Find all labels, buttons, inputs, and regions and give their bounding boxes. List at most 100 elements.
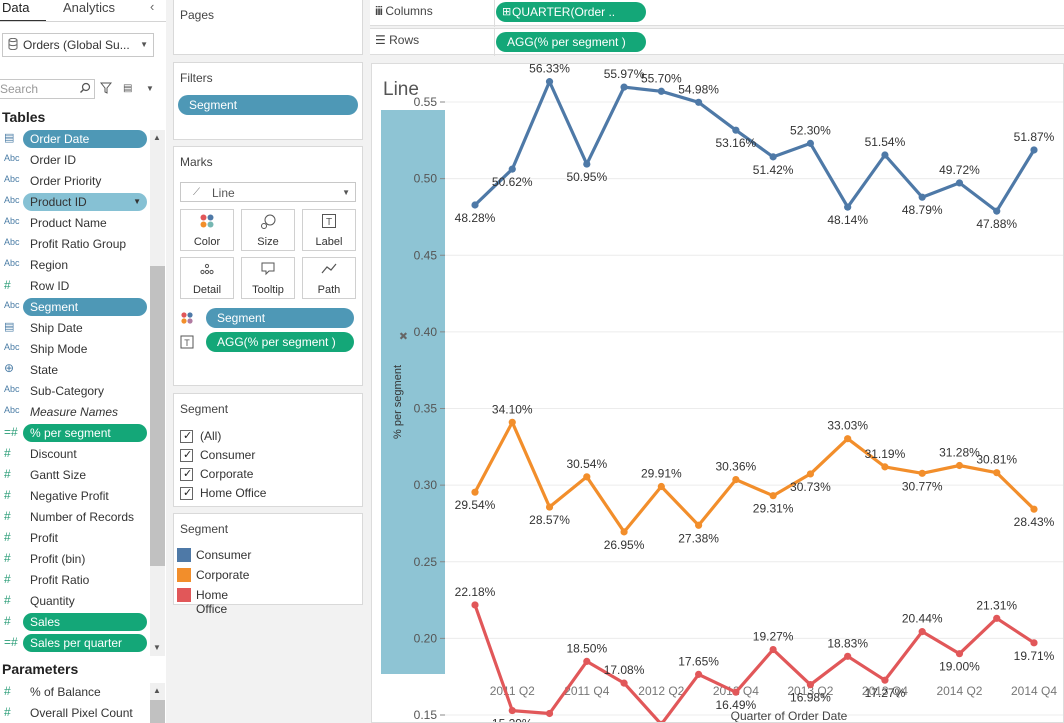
label-button[interactable]: T Label — [302, 209, 356, 251]
data-point[interactable] — [769, 645, 777, 654]
field-pill[interactable]: Sales — [23, 613, 147, 631]
checkbox[interactable]: ✓ — [180, 430, 193, 443]
datasource-select[interactable]: Orders (Global Su... ▼ — [2, 33, 154, 57]
data-point[interactable] — [657, 87, 665, 95]
field-item[interactable]: Abc Order Priority — [0, 171, 148, 191]
data-point[interactable] — [1030, 639, 1038, 647]
field-item[interactable]: Abc Measure Names — [0, 402, 148, 422]
data-point[interactable] — [993, 469, 1001, 477]
field-item[interactable]: # Negative Profit — [0, 486, 148, 506]
filter-icon[interactable] — [100, 82, 112, 94]
data-point[interactable] — [620, 83, 628, 91]
data-point[interactable] — [993, 207, 1001, 215]
data-point[interactable] — [695, 670, 703, 678]
field-search-input[interactable]: Search — [0, 79, 95, 99]
data-point[interactable] — [732, 126, 740, 134]
data-point[interactable] — [806, 139, 814, 147]
data-point[interactable] — [769, 492, 777, 500]
field-pill[interactable]: Sales per quarter — [23, 634, 147, 652]
field-item[interactable]: Abc Ship Mode — [0, 339, 148, 359]
field-item[interactable]: # Gantt Size — [0, 465, 148, 485]
field-item[interactable]: # % of Balance — [0, 682, 148, 702]
collapse-pane-icon[interactable]: ‹ — [150, 0, 155, 14]
field-pill[interactable]: Product ID ▼ — [23, 193, 147, 211]
pages-card[interactable]: Pages — [173, 0, 363, 55]
chevron-down-icon[interactable]: ▼ — [146, 84, 154, 93]
field-item[interactable]: ▤ Order Date — [0, 129, 148, 149]
data-point[interactable] — [695, 98, 703, 106]
data-point[interactable] — [620, 679, 628, 687]
scroll-up-icon[interactable]: ▲ — [153, 133, 161, 142]
data-point[interactable] — [545, 78, 554, 86]
data-point[interactable] — [844, 652, 852, 660]
size-button[interactable]: Size — [241, 209, 295, 251]
filters-card[interactable]: Filters Segment — [173, 62, 363, 140]
field-item[interactable]: Abc Profit Ratio Group — [0, 234, 148, 254]
data-point[interactable] — [471, 601, 479, 609]
filter-pill-segment[interactable]: Segment — [178, 95, 358, 115]
mark-type-select[interactable]: ⟋ Line ▼ — [180, 182, 356, 202]
field-item[interactable]: # Overall Pixel Count — [0, 703, 148, 723]
checkbox[interactable]: ✓ — [180, 449, 193, 462]
data-point[interactable] — [993, 614, 1001, 622]
field-item[interactable]: =# % per segment — [0, 423, 148, 443]
data-point[interactable] — [1030, 146, 1038, 154]
data-point[interactable] — [918, 469, 926, 477]
data-point[interactable] — [881, 463, 889, 471]
data-point[interactable] — [955, 179, 964, 187]
data-point[interactable] — [732, 476, 740, 484]
tab-data[interactable]: Data — [0, 0, 46, 22]
data-point[interactable] — [583, 657, 591, 665]
line-chart[interactable]: 0.15 0.20 0.25 0.30 0.35 0.40 0.45 0.50 0.55 % pe… — [372, 64, 1063, 722]
field-item[interactable]: Abc Region — [0, 255, 148, 275]
data-point[interactable] — [508, 165, 516, 173]
checkbox[interactable]: ✓ — [180, 487, 193, 500]
field-item[interactable]: ▤ Ship Date — [0, 318, 148, 338]
data-point[interactable] — [545, 709, 554, 718]
field-pill[interactable]: % per segment — [23, 424, 147, 442]
data-point[interactable] — [844, 203, 852, 211]
parameter-scroll-thumb[interactable] — [150, 700, 165, 723]
data-point[interactable] — [471, 201, 479, 209]
segment-color-pill[interactable]: Segment — [206, 308, 354, 328]
data-point[interactable] — [955, 461, 964, 470]
field-list-scroll-thumb[interactable] — [150, 266, 165, 566]
field-item[interactable]: ⊕ State — [0, 360, 148, 380]
scroll-down-icon[interactable]: ▼ — [153, 643, 161, 652]
data-point[interactable] — [620, 528, 628, 536]
rows-pill[interactable]: AGG(% per segment ) — [496, 32, 646, 52]
tooltip-button[interactable]: Tooltip — [241, 257, 295, 299]
data-point[interactable] — [508, 706, 516, 715]
data-point[interactable] — [658, 720, 665, 722]
field-item[interactable]: =# Sales per quarter — [0, 633, 148, 653]
columns-pill[interactable]: ⊞ QUARTER(Order .. — [496, 2, 646, 22]
data-point[interactable] — [918, 628, 926, 636]
scroll-up-icon[interactable]: ▲ — [153, 686, 161, 695]
data-point[interactable] — [1030, 505, 1038, 513]
field-pill[interactable]: Order Date — [23, 130, 147, 148]
field-item[interactable]: # Quantity — [0, 591, 148, 611]
field-item[interactable]: # Discount — [0, 444, 148, 464]
data-point[interactable] — [844, 435, 852, 443]
data-point[interactable] — [695, 521, 703, 529]
field-item[interactable]: Abc Segment — [0, 297, 148, 317]
detail-button[interactable]: Detail — [180, 257, 234, 299]
path-button[interactable]: Path — [302, 257, 356, 299]
data-point[interactable] — [881, 151, 889, 159]
field-item[interactable]: Abc Product Name — [0, 213, 148, 233]
data-point[interactable] — [732, 688, 740, 696]
data-point[interactable] — [806, 470, 814, 478]
view-list-icon[interactable]: ▤ — [123, 83, 133, 94]
data-point[interactable] — [918, 193, 926, 201]
data-point[interactable] — [508, 418, 516, 426]
field-item[interactable]: # Profit Ratio — [0, 570, 148, 590]
field-item[interactable]: Abc Product ID ▼ — [0, 192, 148, 212]
checkbox[interactable]: ✓ — [180, 468, 193, 481]
label-measure-pill[interactable]: AGG(% per segment ) — [206, 332, 354, 352]
data-point[interactable] — [769, 153, 777, 161]
field-item[interactable]: # Profit (bin) — [0, 549, 148, 569]
field-item[interactable]: Abc Order ID — [0, 150, 148, 170]
data-point[interactable] — [657, 482, 665, 491]
data-point[interactable] — [806, 681, 814, 689]
rows-shelf[interactable]: ☰ Rows AGG(% per segment ) — [370, 28, 1064, 56]
